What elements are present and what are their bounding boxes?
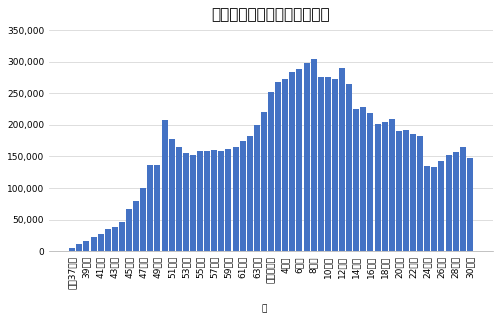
Bar [438, 161, 444, 251]
Bar [218, 151, 224, 251]
Bar [282, 79, 288, 251]
Bar [446, 155, 452, 251]
Bar [226, 149, 232, 251]
Bar [98, 234, 103, 251]
Bar [148, 165, 154, 251]
Bar [310, 59, 316, 251]
Bar [452, 152, 458, 251]
Bar [183, 153, 189, 251]
Bar [133, 201, 139, 251]
Bar [417, 136, 423, 251]
Bar [275, 82, 281, 251]
Bar [112, 227, 118, 251]
Bar [360, 107, 366, 251]
Bar [197, 151, 203, 251]
Bar [254, 125, 260, 251]
Bar [119, 221, 125, 251]
Bar [240, 141, 246, 251]
Bar [204, 151, 210, 251]
Bar [339, 68, 345, 251]
Bar [368, 114, 374, 251]
Bar [69, 248, 75, 251]
Bar [261, 112, 267, 251]
Bar [467, 158, 473, 251]
Bar [374, 124, 380, 251]
Bar [403, 130, 409, 251]
Bar [424, 166, 430, 251]
Bar [76, 244, 82, 251]
Bar [162, 120, 168, 251]
Text: 平: 平 [262, 304, 266, 313]
Bar [140, 188, 146, 251]
Bar [460, 147, 466, 251]
Bar [382, 122, 388, 251]
Bar [332, 79, 338, 251]
Bar [396, 131, 402, 251]
Bar [246, 136, 253, 251]
Bar [432, 167, 438, 251]
Bar [353, 109, 360, 251]
Bar [211, 150, 218, 251]
Bar [318, 77, 324, 251]
Bar [296, 68, 302, 251]
Bar [154, 165, 160, 251]
Bar [126, 209, 132, 251]
Bar [388, 118, 395, 251]
Bar [410, 134, 416, 251]
Bar [90, 237, 96, 251]
Bar [168, 139, 174, 251]
Bar [104, 229, 111, 251]
Bar [84, 241, 89, 251]
Title: プレハブ住宅着工戸数の推移: プレハブ住宅着工戸数の推移 [212, 7, 330, 22]
Bar [232, 147, 238, 251]
Bar [290, 72, 296, 251]
Bar [325, 77, 331, 251]
Bar [268, 92, 274, 251]
Bar [304, 63, 310, 251]
Bar [190, 155, 196, 251]
Bar [176, 147, 182, 251]
Bar [346, 84, 352, 251]
